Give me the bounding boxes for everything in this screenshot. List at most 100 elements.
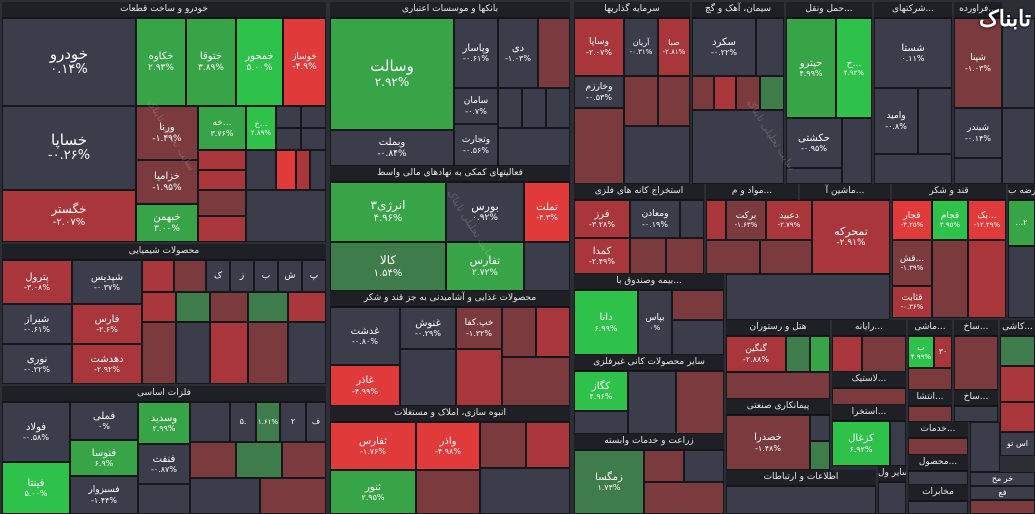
tile-khbahman[interactable]: خبهمن ۳.۰۰% — [136, 204, 198, 242]
tile-small[interactable] — [726, 486, 876, 514]
tile-small[interactable] — [142, 292, 176, 322]
tile-foolad[interactable]: فولاد -۰.۵۸% — [2, 402, 70, 462]
sector-header-pharma[interactable]: فراورده... — [954, 2, 1002, 18]
tile-small[interactable] — [908, 368, 952, 390]
tile-small[interactable] — [416, 470, 480, 514]
tile-a1[interactable]: ۵. — [230, 402, 256, 442]
tile-small[interactable] — [970, 500, 1035, 514]
sector-header-products[interactable]: محصول... — [908, 455, 968, 471]
tile-small[interactable] — [628, 371, 676, 434]
tile-small[interactable] — [248, 322, 288, 384]
tile-small[interactable] — [288, 292, 326, 322]
tile-small[interactable] — [878, 482, 906, 514]
tile-small[interactable] — [480, 422, 526, 468]
tile-khram[interactable]: خر مح — [970, 472, 1035, 486]
tile-di[interactable]: دی -۱.۰۳% — [498, 18, 538, 88]
tile-vorna[interactable]: ورنا -۱.۴۹% — [136, 106, 198, 160]
tile-small[interactable] — [198, 170, 246, 190]
tile-small[interactable] — [546, 88, 570, 128]
tile-ghonosh[interactable]: غنوش -۰.۲۹% — [400, 307, 456, 349]
tile-small[interactable] — [968, 240, 1006, 318]
tile-vasdid[interactable]: وسدید ۲.۹۹% — [138, 402, 190, 444]
tile-kamdima[interactable]: کمدا -۲.۴۹% — [574, 238, 630, 274]
tile-dabid[interactable]: دعبید -۲.۷۹% — [766, 200, 812, 240]
tile-small[interactable] — [574, 411, 628, 434]
tile-khosaz[interactable]: خوساز -۴.۹% — [283, 18, 326, 106]
tile-small[interactable] — [502, 307, 536, 357]
tile-small[interactable] — [786, 336, 810, 372]
tile-bours[interactable]: بورس ۰.۹۲% — [446, 182, 524, 242]
tile-khtogha[interactable]: ختوقا ۳.۸۹% — [186, 18, 236, 106]
sector-header-transport[interactable]: حمل ونقل... — [786, 2, 872, 18]
tile-shbandar[interactable]: شبندر -۰.۱۴% — [954, 108, 1002, 158]
tile-small[interactable] — [282, 442, 326, 478]
tile-t4[interactable]: ک — [206, 260, 230, 292]
tile-small[interactable] — [832, 388, 906, 405]
tile-ghdasht[interactable]: غدشت -۰.۸۰% — [330, 307, 400, 365]
tile-small[interactable] — [908, 471, 968, 485]
tile-ghshi[interactable]: قش... -۱.۳۹% — [892, 240, 932, 286]
tile-small[interactable] — [890, 421, 906, 466]
tile-small[interactable] — [714, 76, 736, 110]
tile-nori[interactable]: نوری -۰.۲۲% — [2, 344, 72, 384]
tile-small[interactable] — [1000, 366, 1035, 402]
sector-header-comm[interactable]: مخابرات — [908, 485, 968, 501]
tile-khodro[interactable]: خودرو ۰.۱۴% — [2, 18, 136, 106]
tile-arian[interactable]: آریان -۰.۳۱% — [624, 18, 658, 76]
tile-vmaaden[interactable]: ومعادن -۰.۱۹% — [630, 200, 680, 238]
tile-fars[interactable]: فرز -۳.۲۸% — [574, 200, 630, 238]
tile-small[interactable] — [190, 478, 260, 514]
tile-small[interactable] — [176, 322, 210, 384]
tile-small[interactable] — [246, 150, 276, 190]
tile-small[interactable] — [1000, 336, 1035, 366]
tile-d1[interactable]: ف — [306, 402, 326, 442]
tile-small[interactable] — [756, 18, 784, 76]
tile-hkeshti[interactable]: حکشتی -۰.۹۵% — [786, 118, 842, 168]
tile-n1[interactable]: ۱.۶۱% — [256, 402, 280, 442]
sector-header-othertrade[interactable]: سایر ول... — [878, 466, 906, 482]
sector-header-food[interactable]: محصولات غذایی و آشامیدنی به جز قند و شکر — [330, 291, 570, 307]
tile-fsbozvar[interactable]: فسبزوار -۱.۴۴% — [70, 476, 138, 514]
tile-ghthabet[interactable]: قثابت -۰.۳۶% — [892, 286, 932, 318]
tile-small[interactable] — [624, 126, 690, 184]
tile-small[interactable] — [862, 336, 906, 372]
sector-header-misc2[interactable]: ساخ... — [954, 390, 998, 406]
tile-small[interactable] — [236, 442, 282, 478]
tile-ghjam[interactable]: قجام ۲.۹۵% — [932, 200, 968, 240]
tile-khzamia[interactable]: خزامیا -۱.۹۵% — [136, 160, 198, 204]
tile-small[interactable] — [198, 216, 246, 242]
tile-small[interactable] — [736, 76, 760, 110]
tile-small[interactable] — [726, 274, 890, 320]
tile-thfars[interactable]: ثفارس -۱.۷۶% — [330, 422, 416, 470]
tile-small[interactable] — [684, 450, 724, 482]
tile-tafaris[interactable]: تفارس ۲.۷۲% — [446, 242, 524, 291]
tile-small[interactable] — [176, 292, 210, 322]
tile-kazhal[interactable]: کزغال ۶.۹۲% — [832, 421, 890, 466]
tile-t3[interactable]: پ — [302, 260, 326, 292]
tile-small[interactable] — [142, 260, 174, 292]
tile-small[interactable] — [498, 88, 522, 128]
tile-vpasar[interactable]: وپاسار -۰.۶۱% — [454, 18, 498, 88]
sector-header-it[interactable]: رایانه... — [832, 320, 906, 336]
tile-hipro[interactable]: حپترو ۴.۹۹% — [786, 18, 836, 118]
tile-small[interactable] — [301, 106, 326, 128]
tile-small[interactable] — [954, 158, 1002, 184]
tile-shasta[interactable]: شستا ۰.۱۱% — [874, 18, 952, 88]
tile-small[interactable] — [918, 88, 952, 154]
sector-header-basemetal[interactable]: فلزات اساسی — [2, 386, 326, 402]
tile-small[interactable] — [198, 190, 246, 216]
tile-b2[interactable]: ۳۰ — [934, 336, 952, 368]
tile-small[interactable] — [810, 415, 830, 441]
tile-small[interactable] — [502, 357, 570, 406]
tile-khsapa[interactable]: خساپا -۰.۲۶% — [2, 106, 136, 190]
tile-tamalt[interactable]: تملت -۴.۳% — [524, 182, 570, 242]
tile-vtejarat[interactable]: وتجارت -۰.۵۶% — [454, 124, 498, 166]
tile-small[interactable] — [246, 190, 326, 242]
sector-header-nonmetal[interactable]: سایر محصولات کانی غیرفلزی — [574, 355, 724, 371]
tile-small[interactable] — [692, 76, 714, 110]
sector-header-hotel[interactable]: هتل و رستوران — [726, 320, 830, 336]
tile-small[interactable] — [760, 240, 812, 274]
tile-kavir[interactable]: کگاز ۴.۹۶% — [574, 371, 628, 411]
tile-small[interactable] — [1002, 108, 1035, 184]
tile-khe[interactable]: خه... ۳.۷۶% — [198, 106, 246, 150]
